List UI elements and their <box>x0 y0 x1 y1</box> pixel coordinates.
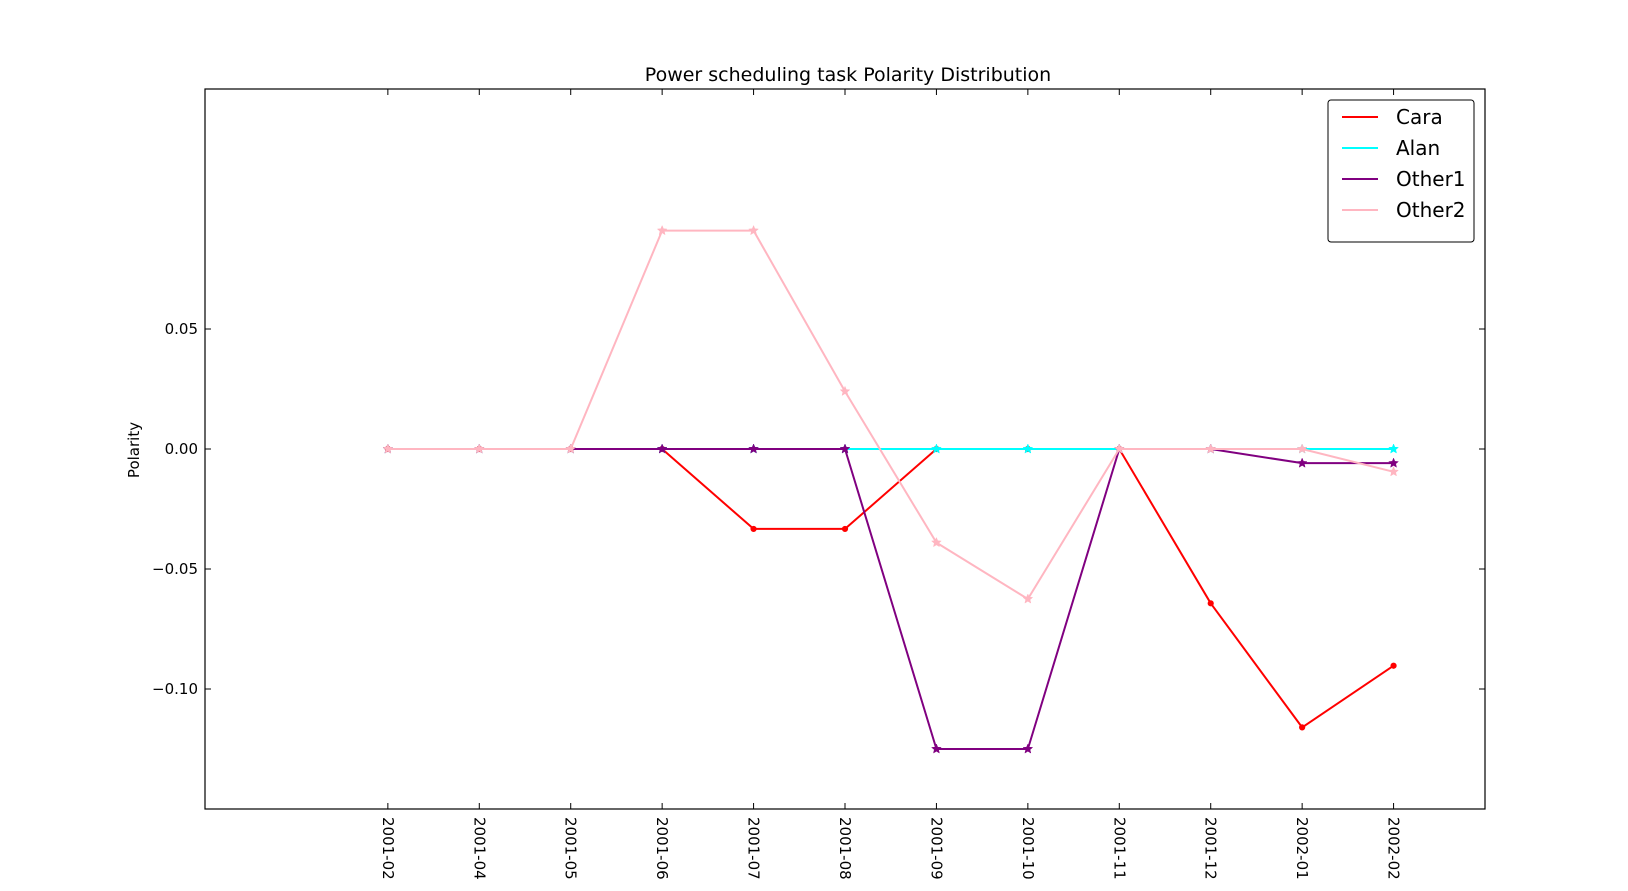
series-cara <box>384 445 1397 731</box>
x-tick-label: 2002-01 <box>1293 817 1311 880</box>
legend-box <box>1327 99 1475 243</box>
legend-label-cara: Cara <box>1396 105 1443 129</box>
data-point-other2 <box>656 224 668 236</box>
series-line-cara <box>387 448 1395 729</box>
data-point-other1 <box>748 443 759 454</box>
y-tick-label: 0.05 <box>165 320 198 338</box>
x-tick-label: 2001-12 <box>1202 817 1220 880</box>
legend-label-other2: Other2 <box>1396 198 1466 222</box>
data-point-other2 <box>748 224 759 236</box>
legend-label-alan: Alan <box>1396 136 1440 160</box>
data-point-other2 <box>565 443 577 454</box>
data-point-alan <box>931 443 942 454</box>
data-point-other2 <box>1022 593 1034 604</box>
series-line-other1 <box>387 448 1394 750</box>
data-point-other2 <box>473 443 485 454</box>
series-line-other2 <box>387 229 1394 600</box>
data-point-cara <box>1299 724 1306 731</box>
x-axis: 2001-02 2001-04 2001-05 2001-06 2001-07 2001-… <box>379 89 1403 880</box>
x-tick-label: 2001-04 <box>470 817 488 880</box>
data-point-other2 <box>1205 443 1217 454</box>
x-tick-label: 2001-08 <box>836 817 854 880</box>
data-point-other1 <box>839 443 851 454</box>
data-point-other2 <box>839 385 851 396</box>
series-layer <box>382 224 1399 754</box>
data-point-alan <box>1022 443 1034 454</box>
data-point-other1 <box>656 443 668 454</box>
data-point-cara <box>841 525 849 533</box>
data-point-other2 <box>931 536 942 548</box>
chart-title: Power scheduling task Polarity Distribut… <box>645 64 1051 86</box>
data-point-cara <box>1390 662 1397 669</box>
data-point-other2 <box>1388 466 1399 477</box>
data-point-cara <box>1207 600 1214 607</box>
x-tick-label: 2001-09 <box>927 817 945 880</box>
data-point-alan <box>1388 443 1399 454</box>
data-point-other2 <box>1296 443 1308 454</box>
y-tick-label: 0.00 <box>165 440 198 458</box>
y-axis: 0.05 0.00 −0.05 −0.10 <box>152 320 1485 698</box>
x-tick-label: 2001-06 <box>653 817 671 880</box>
data-point-cara <box>750 525 757 533</box>
x-tick-label: 2001-10 <box>1019 817 1037 880</box>
x-tick-label: 2001-05 <box>562 817 580 880</box>
legend-label-other1: Other1 <box>1396 167 1466 191</box>
x-tick-label: 2002-02 <box>1385 817 1403 880</box>
x-tick-label: 2001-02 <box>379 817 397 880</box>
data-point-other2 <box>1113 443 1125 454</box>
y-tick-label: −0.10 <box>152 680 198 698</box>
data-point-other2 <box>382 443 394 454</box>
legend: Cara Alan Other1 Other2 <box>1327 99 1475 243</box>
y-axis-label: Polarity <box>125 422 143 478</box>
data-point-other1 <box>1022 743 1034 754</box>
series-other1 <box>382 443 1399 754</box>
data-point-other1 <box>1388 457 1399 468</box>
x-tick-label: 2001-07 <box>745 817 763 880</box>
y-tick-label: −0.05 <box>152 560 198 578</box>
x-tick-label: 2001-11 <box>1110 817 1128 880</box>
series-other2 <box>382 224 1399 604</box>
data-point-other1 <box>1296 457 1308 468</box>
data-point-other1 <box>931 743 942 754</box>
